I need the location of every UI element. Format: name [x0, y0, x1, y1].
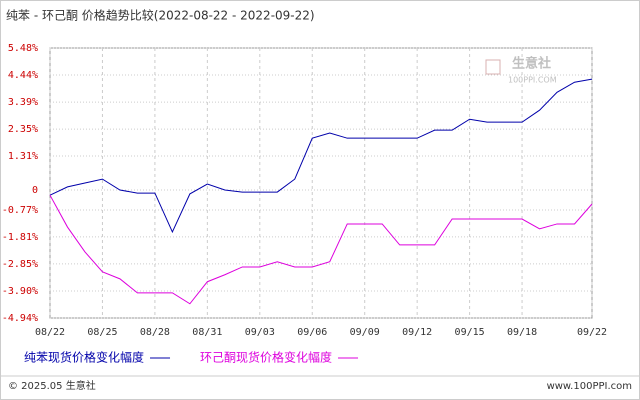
y-tick-label: 3.39% — [8, 97, 38, 108]
x-tick-label: 09/15 — [455, 327, 485, 338]
x-tick-label: 09/06 — [297, 327, 327, 338]
y-tick-label: 4.44% — [8, 70, 38, 81]
x-tick-label: 08/31 — [192, 327, 222, 338]
x-tick-label: 08/22 — [35, 327, 65, 338]
x-tick-label: 08/28 — [140, 327, 170, 338]
x-tick-label: 09/09 — [350, 327, 380, 338]
x-tick-label: 09/03 — [245, 327, 275, 338]
y-tick-label: 0 — [32, 185, 38, 196]
y-tick-label: -3.90% — [2, 286, 38, 297]
x-tick-label: 09/12 — [402, 327, 432, 338]
x-tick-label: 09/18 — [507, 327, 537, 338]
y-tick-label: 1.31% — [8, 151, 38, 162]
series-line — [49, 194, 593, 305]
footer-site: www.100PPI.com — [547, 381, 632, 392]
y-tick-label: 2.35% — [8, 124, 38, 135]
legend-label: 环己酮现货价格变化幅度 — [200, 350, 332, 365]
x-tick-label: 08/25 — [87, 327, 117, 338]
y-tick-label: 5.48% — [8, 43, 38, 54]
chart-title: 纯苯 - 环己酮 价格趋势比较(2022-08-22 - 2022-09-22) — [6, 8, 315, 23]
y-tick-label: -1.81% — [2, 232, 38, 243]
watermark-name: 生意社 — [512, 56, 551, 72]
y-tick-label: -2.85% — [2, 259, 38, 270]
watermark-site: 100PPI.COM — [508, 76, 557, 85]
y-tick-label: -4.94% — [2, 313, 38, 324]
series-line — [49, 78, 593, 234]
footer-copyright: © 2025.05 生意社 — [8, 379, 96, 392]
legend-label: 纯苯现货价格变化幅度 — [24, 350, 144, 365]
watermark-icon — [485, 59, 501, 75]
x-tick-label: 09/22 — [577, 327, 607, 338]
y-tick-label: -0.77% — [2, 205, 38, 216]
